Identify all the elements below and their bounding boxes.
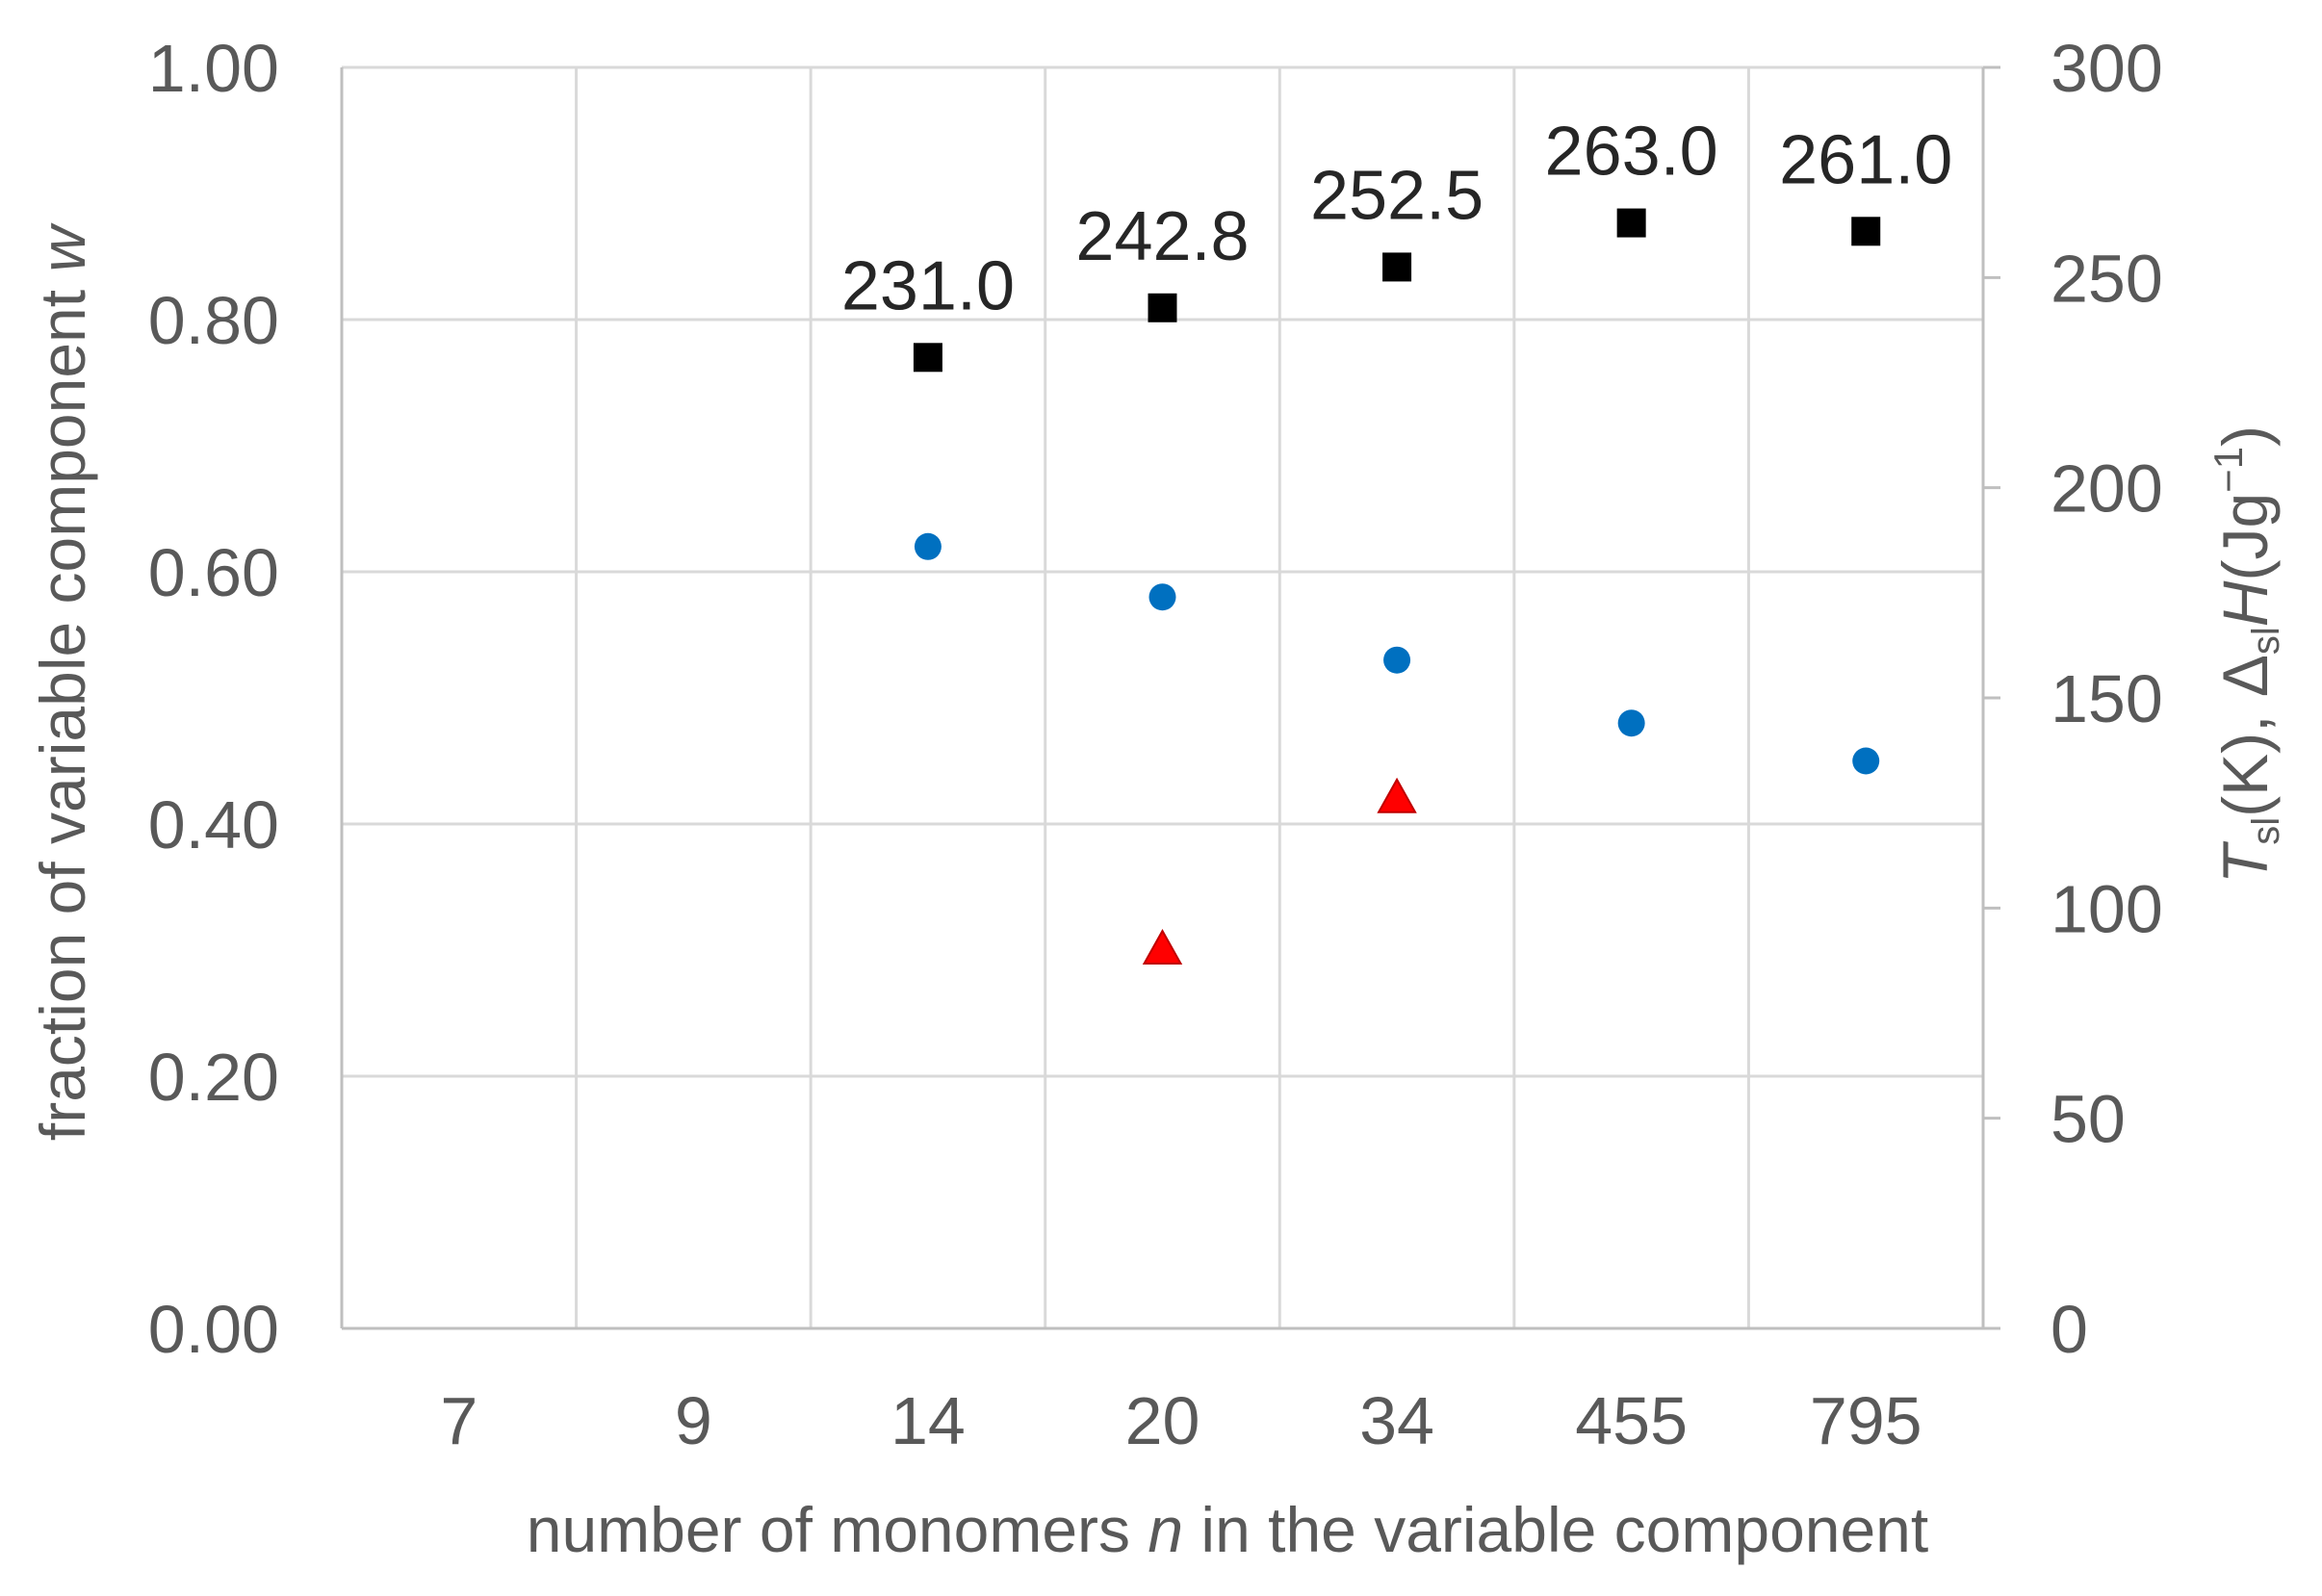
square-point	[1616, 208, 1646, 238]
circle-point	[1617, 709, 1645, 737]
circle-point	[1852, 747, 1880, 775]
x-axis-title: number of monomers n in the variable com…	[527, 1494, 1928, 1565]
x-tick-label: 14	[890, 1383, 966, 1458]
x-axis-ticks: 7 9 14 20 34 455 795	[440, 1383, 1922, 1458]
y-right-tick-label: 250	[2051, 241, 2163, 316]
circle-point	[1148, 583, 1176, 611]
data-label: 231.0	[841, 247, 1015, 324]
x-tick-label: 7	[440, 1383, 477, 1458]
y-left-tick-label: 0.80	[148, 283, 279, 358]
y-left-tick-label: 0.40	[148, 787, 279, 862]
data-marks	[913, 208, 1881, 965]
square-point	[1382, 252, 1412, 282]
x-tick-label: 20	[1125, 1383, 1200, 1458]
y-left-tick-label: 1.00	[148, 31, 279, 106]
square-point	[913, 343, 942, 373]
x-tick-label: 795	[1810, 1383, 1922, 1458]
y-right-tick-label: 0	[2051, 1292, 2088, 1367]
y-left-tick-label: 0.20	[148, 1040, 279, 1115]
data-labels: 231.0 242.8 252.5 263.0 261.0	[841, 114, 1952, 325]
triangle-point	[1142, 928, 1183, 965]
triangle-point	[1377, 777, 1417, 813]
y-right-tick-label: 150	[2051, 661, 2163, 736]
circle-point	[1383, 646, 1411, 674]
circle-point	[914, 532, 942, 560]
left-axis-ticks: 0.00 0.20 0.40 0.60 0.80 1.00	[148, 31, 279, 1367]
right-axis-title: Tsl(K), ΔslH(Jg−1)	[2206, 425, 2287, 884]
grid	[342, 65, 1983, 1328]
data-label: 263.0	[1545, 114, 1718, 191]
x-tick-label: 34	[1359, 1383, 1434, 1458]
data-label: 252.5	[1310, 157, 1484, 234]
data-label: 242.8	[1075, 198, 1249, 275]
right-axis-ticks: 0 50 100 150 200 250 300	[1983, 31, 2163, 1367]
square-point	[1148, 293, 1177, 322]
square-point	[1851, 217, 1881, 246]
y-left-tick-label: 0.60	[148, 535, 279, 610]
y-right-tick-label: 300	[2051, 31, 2163, 106]
y-right-tick-label: 200	[2051, 451, 2163, 527]
x-tick-label: 455	[1575, 1383, 1688, 1458]
x-tick-label: 9	[675, 1383, 712, 1458]
y-right-tick-label: 100	[2051, 871, 2163, 946]
y-right-tick-label: 50	[2051, 1082, 2126, 1157]
y-left-tick-label: 0.00	[148, 1292, 279, 1367]
data-label: 261.0	[1779, 121, 1952, 198]
left-axis-title: fraction of variable component w	[27, 222, 98, 1142]
